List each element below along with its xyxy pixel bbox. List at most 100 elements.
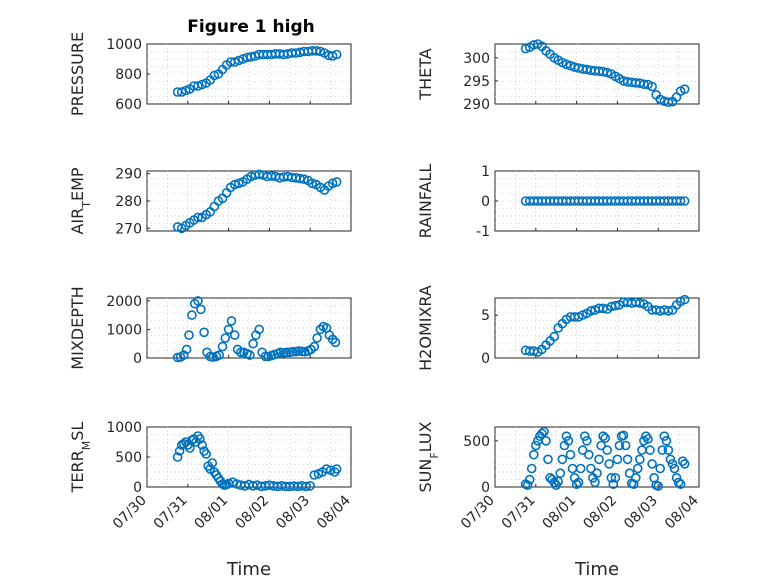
data-point: [659, 431, 670, 442]
data-point: [679, 196, 690, 206]
data-point: [675, 479, 686, 490]
data-point: [647, 81, 657, 92]
data-series: [172, 431, 342, 492]
data-point: [647, 459, 657, 469]
data-point: [610, 472, 621, 483]
data-point: [586, 306, 596, 316]
data-point: [217, 341, 228, 352]
data-point: [563, 435, 574, 446]
data-point: [315, 46, 326, 57]
data-point: [614, 440, 625, 451]
data-point: [581, 435, 592, 446]
data-series: [520, 196, 690, 206]
data-point: [673, 477, 684, 488]
data-point: [214, 350, 224, 360]
x-tick-label: 08/02: [232, 493, 272, 533]
data-series: [172, 169, 342, 234]
data-point: [624, 468, 635, 479]
y-tick-label: 0: [481, 351, 490, 367]
data-point: [207, 458, 218, 468]
data-point: [669, 463, 680, 474]
data-point: [645, 445, 655, 455]
data-point: [331, 464, 342, 474]
y-tick-label: 1: [481, 164, 490, 180]
data-point: [571, 479, 582, 490]
data-point: [575, 463, 586, 474]
data-point: [234, 178, 244, 189]
data-point: [634, 298, 645, 308]
data-point: [254, 324, 265, 335]
subplot-7: 0 500 1000 07/30 07/31 08/01 08/02 08/03 08/04 TE…: [68, 420, 354, 580]
y-tick-label: 2000: [106, 294, 142, 310]
x-tick-label: 08/01: [540, 493, 580, 533]
data-point: [309, 470, 320, 480]
data-point: [528, 449, 539, 460]
y-tick-label: 290: [115, 167, 142, 183]
data-series: [172, 296, 341, 363]
data-point: [305, 480, 316, 491]
data-point: [663, 306, 674, 316]
y-tick-label: 0: [481, 480, 490, 496]
data-point: [653, 481, 664, 491]
x-tick-label: 07/30: [110, 493, 150, 533]
data-point: [679, 84, 690, 94]
data-point: [201, 449, 211, 459]
data-point: [628, 479, 639, 490]
y-tick-label: 500: [115, 450, 142, 466]
data-point: [561, 59, 572, 70]
subplot-8: 0 500 07/30 07/31 08/01 08/02 08/03 08/04 SUNFLU…: [416, 421, 702, 580]
data-point: [630, 472, 641, 483]
data-point: [549, 331, 560, 342]
data-point: [655, 463, 666, 474]
data-point: [643, 434, 653, 444]
data-point: [229, 179, 240, 190]
data-point: [209, 70, 220, 81]
data-point: [307, 178, 318, 189]
data-point: [661, 435, 672, 446]
data-point: [543, 454, 553, 465]
data-point: [541, 435, 551, 446]
data-point: [196, 304, 206, 315]
data-point: [602, 67, 613, 78]
data-point: [632, 463, 643, 474]
subplot-1: 600 800 1000 PRESSURE: [68, 32, 352, 116]
y-tick-label: 1000: [106, 322, 142, 338]
y-axis-label: MIXDEPTH: [68, 286, 87, 369]
y-tick-label: 800: [115, 67, 142, 83]
data-point: [223, 324, 234, 335]
data-point: [583, 449, 594, 460]
y-tick-label: 0: [133, 351, 142, 367]
data-point: [679, 459, 690, 469]
data-point: [172, 452, 183, 462]
data-point: [665, 454, 676, 465]
data-point: [590, 477, 600, 488]
data-point: [327, 334, 338, 345]
data-point: [610, 300, 621, 311]
y-tick-label: 5: [481, 308, 490, 324]
data-point: [557, 454, 568, 465]
x-tick-label: 08/04: [662, 492, 702, 532]
data-point: [604, 459, 615, 469]
x-tick-label: 07/30: [458, 493, 498, 533]
data-point: [248, 338, 258, 349]
subplot-6: 0 5 H2OMIXRA: [416, 285, 700, 371]
data-point: [602, 445, 613, 455]
x-tick-label: 08/02: [580, 493, 620, 533]
data-point: [677, 456, 688, 467]
subplot-2: 290 295 300 THETA: [416, 39, 700, 113]
data-point: [193, 296, 203, 306]
data-point: [312, 333, 322, 343]
data-point: [679, 294, 690, 305]
y-tick-label: 1000: [106, 420, 142, 436]
x-tick-label: 08/03: [621, 493, 661, 533]
x-tick-label: 08/01: [192, 493, 232, 533]
data-point: [618, 430, 629, 441]
data-point: [301, 481, 311, 492]
y-tick-label: 290: [463, 97, 490, 113]
x-axis-label: Time: [574, 559, 619, 580]
data-point: [530, 440, 541, 451]
data-point: [184, 330, 194, 340]
data-point: [561, 431, 572, 442]
data-point: [327, 178, 338, 189]
